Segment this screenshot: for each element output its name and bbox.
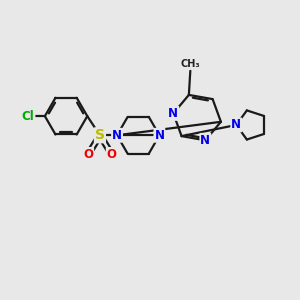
Text: N: N [154, 129, 164, 142]
Text: S: S [95, 128, 105, 142]
Text: Cl: Cl [22, 110, 34, 123]
Text: N: N [168, 107, 178, 120]
Text: N: N [200, 134, 210, 147]
Text: O: O [83, 148, 93, 161]
Text: N: N [231, 118, 241, 131]
Text: CH₃: CH₃ [181, 59, 200, 69]
Text: N: N [112, 129, 122, 142]
Text: O: O [107, 148, 117, 161]
